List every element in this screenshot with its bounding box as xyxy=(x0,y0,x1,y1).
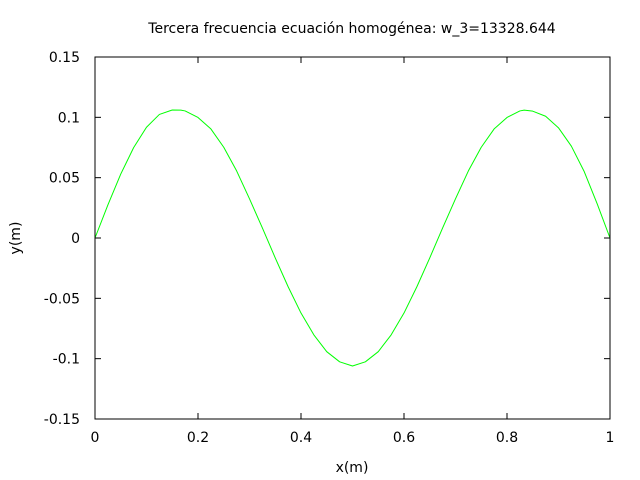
series-layer xyxy=(94,109,611,367)
x-tick-label: 0.6 xyxy=(393,430,415,446)
y-tick-label: -0.05 xyxy=(44,291,80,307)
y-tick-label: 0.05 xyxy=(49,171,80,187)
y-axis-label: y(m) xyxy=(8,222,24,255)
x-tick-label: 0.4 xyxy=(290,430,312,446)
x-tick-label: 1 xyxy=(606,430,615,446)
x-axis-label: x(m) xyxy=(336,460,369,476)
plot-frame xyxy=(94,56,611,420)
x-tick-label: 0 xyxy=(91,430,100,446)
y-tick-label: 0.15 xyxy=(49,50,80,66)
chart-title: Tercera frecuencia ecuación homogénea: w… xyxy=(147,21,555,37)
y-tick-label: 0.1 xyxy=(58,110,80,126)
y-tick-label: -0.1 xyxy=(53,352,80,368)
x-tick-label: 0.8 xyxy=(496,430,518,446)
y-tick-label: 0 xyxy=(71,231,80,247)
series-line xyxy=(94,109,611,367)
x-tick-label: 0.2 xyxy=(187,430,209,446)
axis-ticks: 0 0.2 0.4 0.6 0.8 1 0.15 0.1 0.05 0 -0.05 -0.1 -0.15 xyxy=(44,50,615,446)
y-tick-label: -0.15 xyxy=(44,412,80,428)
